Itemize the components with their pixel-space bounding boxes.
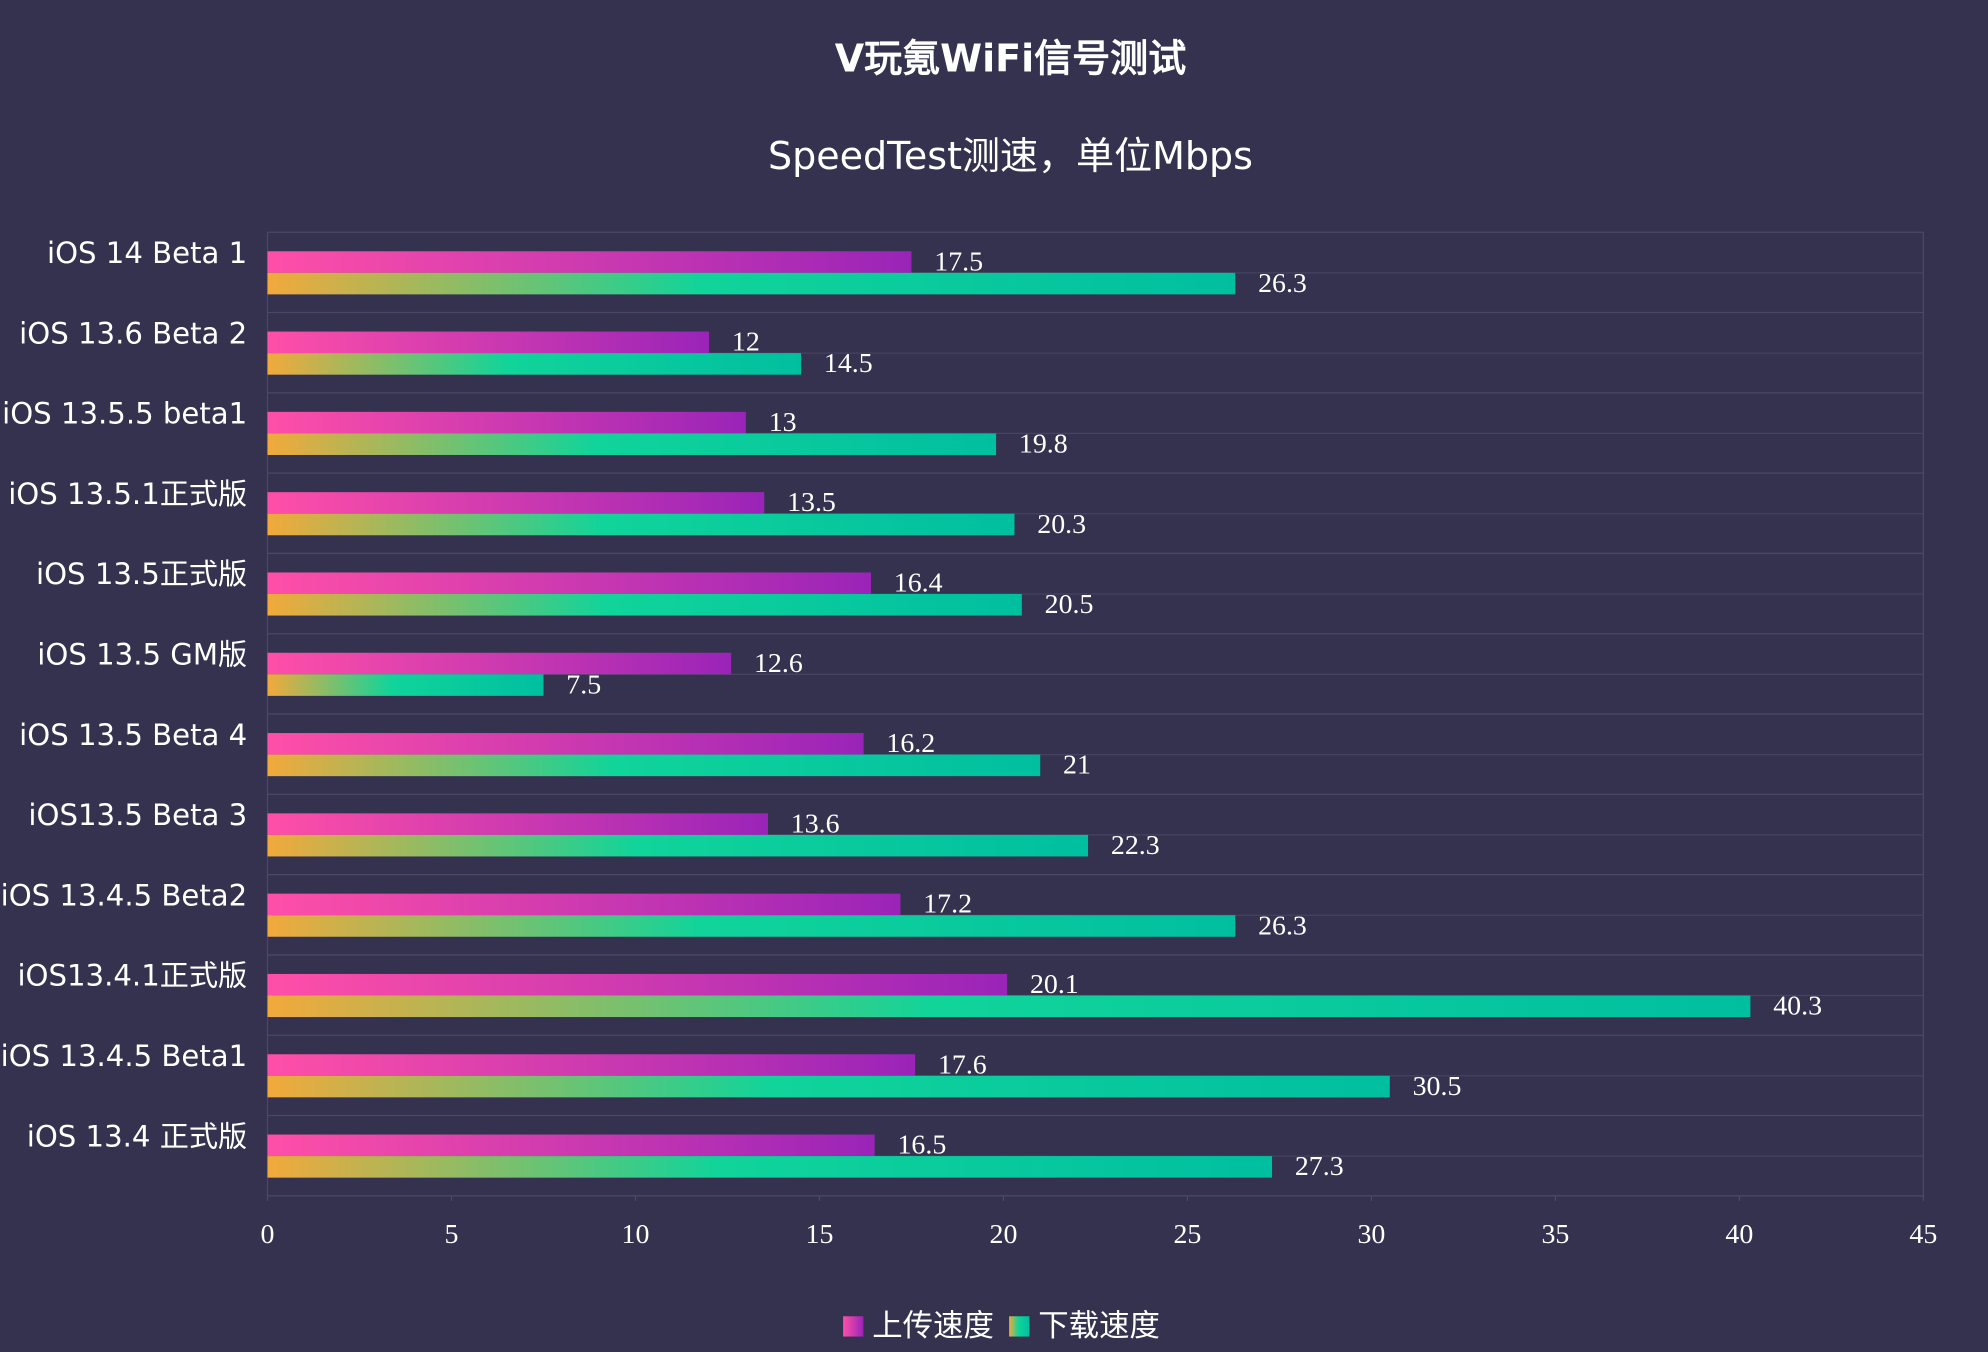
y-tick-label: iOS 13.5正式版: [36, 557, 247, 591]
bar: [267, 513, 1015, 536]
bar: [267, 893, 901, 916]
bar: [267, 411, 746, 434]
bar: [267, 674, 544, 696]
value-label: 26.3: [1258, 268, 1307, 299]
bar: [267, 834, 1089, 857]
chart-subtitle: SpeedTest测速，单位Mbps: [768, 134, 1253, 178]
value-label: 7.5: [566, 669, 601, 700]
x-tick-label: 45: [1909, 1219, 1937, 1250]
bar: [267, 915, 1236, 937]
x-tick-label: 40: [1725, 1219, 1753, 1250]
value-label: 19.8: [1019, 429, 1068, 460]
bar: [267, 1054, 916, 1076]
value-label: 17.2: [923, 889, 972, 920]
x-tick-label: 20: [990, 1219, 1018, 1250]
bar: [267, 331, 710, 354]
x-tick-label: 30: [1357, 1219, 1385, 1250]
y-tick-label: iOS 13.5.5 beta1: [2, 397, 247, 431]
y-tick-label: iOS13.5 Beta 3: [28, 798, 247, 832]
y-tick-label: iOS 13.5 GM版: [37, 638, 247, 672]
legend-label: 下载速度: [1038, 1309, 1160, 1344]
value-label: 17.5: [934, 246, 983, 277]
legend-swatch: [843, 1316, 864, 1337]
value-label: 27.3: [1295, 1151, 1344, 1182]
value-label: 16.4: [894, 568, 943, 599]
value-label: 12: [732, 327, 760, 358]
value-label: 14.5: [824, 348, 873, 379]
bar: [267, 353, 802, 375]
value-label: 13.6: [791, 808, 840, 839]
bar: [267, 995, 1751, 1018]
value-label: 13.5: [787, 487, 836, 518]
bar: [267, 813, 768, 835]
value-label: 30.5: [1413, 1071, 1462, 1102]
y-tick-label: iOS 13.5 Beta 4: [19, 718, 247, 752]
x-tick-label: 35: [1541, 1219, 1569, 1250]
legend-swatch: [1009, 1316, 1030, 1337]
bar: [267, 594, 1022, 616]
chart-title: V玩氪WiFi信号测试: [835, 37, 1186, 81]
y-tick-label: iOS 13.6 Beta 2: [19, 316, 247, 350]
value-label: 16.5: [897, 1130, 946, 1161]
y-tick-label: iOS 13.4 正式版: [27, 1119, 247, 1153]
value-label: 21: [1063, 750, 1091, 781]
y-tick-label: iOS 13.4.5 Beta2: [1, 878, 248, 912]
y-tick-label: iOS 13.4.5 Beta1: [1, 1039, 248, 1073]
value-label: 40.3: [1773, 991, 1822, 1022]
y-tick-label: iOS 14 Beta 1: [47, 236, 247, 270]
value-label: 20.3: [1037, 509, 1086, 540]
bar: [267, 652, 732, 675]
value-label: 20.1: [1030, 969, 1079, 1000]
value-label: 13: [769, 407, 797, 438]
bar: [267, 1075, 1390, 1098]
value-label: 26.3: [1258, 910, 1307, 941]
bar: [267, 492, 765, 514]
bar: [267, 272, 1236, 295]
x-tick-label: 5: [445, 1219, 459, 1250]
bar: [267, 251, 912, 273]
legend-label: 上传速度: [872, 1309, 994, 1344]
bar: [267, 572, 871, 595]
x-tick-label: 0: [261, 1219, 275, 1250]
bar: [267, 1134, 875, 1157]
x-tick-label: 15: [806, 1219, 834, 1250]
value-label: 20.5: [1045, 589, 1094, 620]
bar: [267, 973, 1008, 996]
bar: [267, 754, 1041, 777]
y-tick-label: iOS13.4.1正式版: [17, 959, 247, 993]
y-tick-label: iOS 13.5.1正式版: [8, 477, 247, 511]
x-tick-label: 25: [1173, 1219, 1201, 1250]
value-label: 22.3: [1111, 830, 1160, 861]
x-tick-label: 10: [622, 1219, 650, 1250]
value-label: 17.6: [938, 1049, 987, 1080]
value-label: 12.6: [754, 648, 803, 679]
bar: [267, 733, 864, 755]
value-label: 16.2: [886, 728, 935, 759]
bar: [267, 1156, 1273, 1178]
bar: [267, 433, 997, 455]
